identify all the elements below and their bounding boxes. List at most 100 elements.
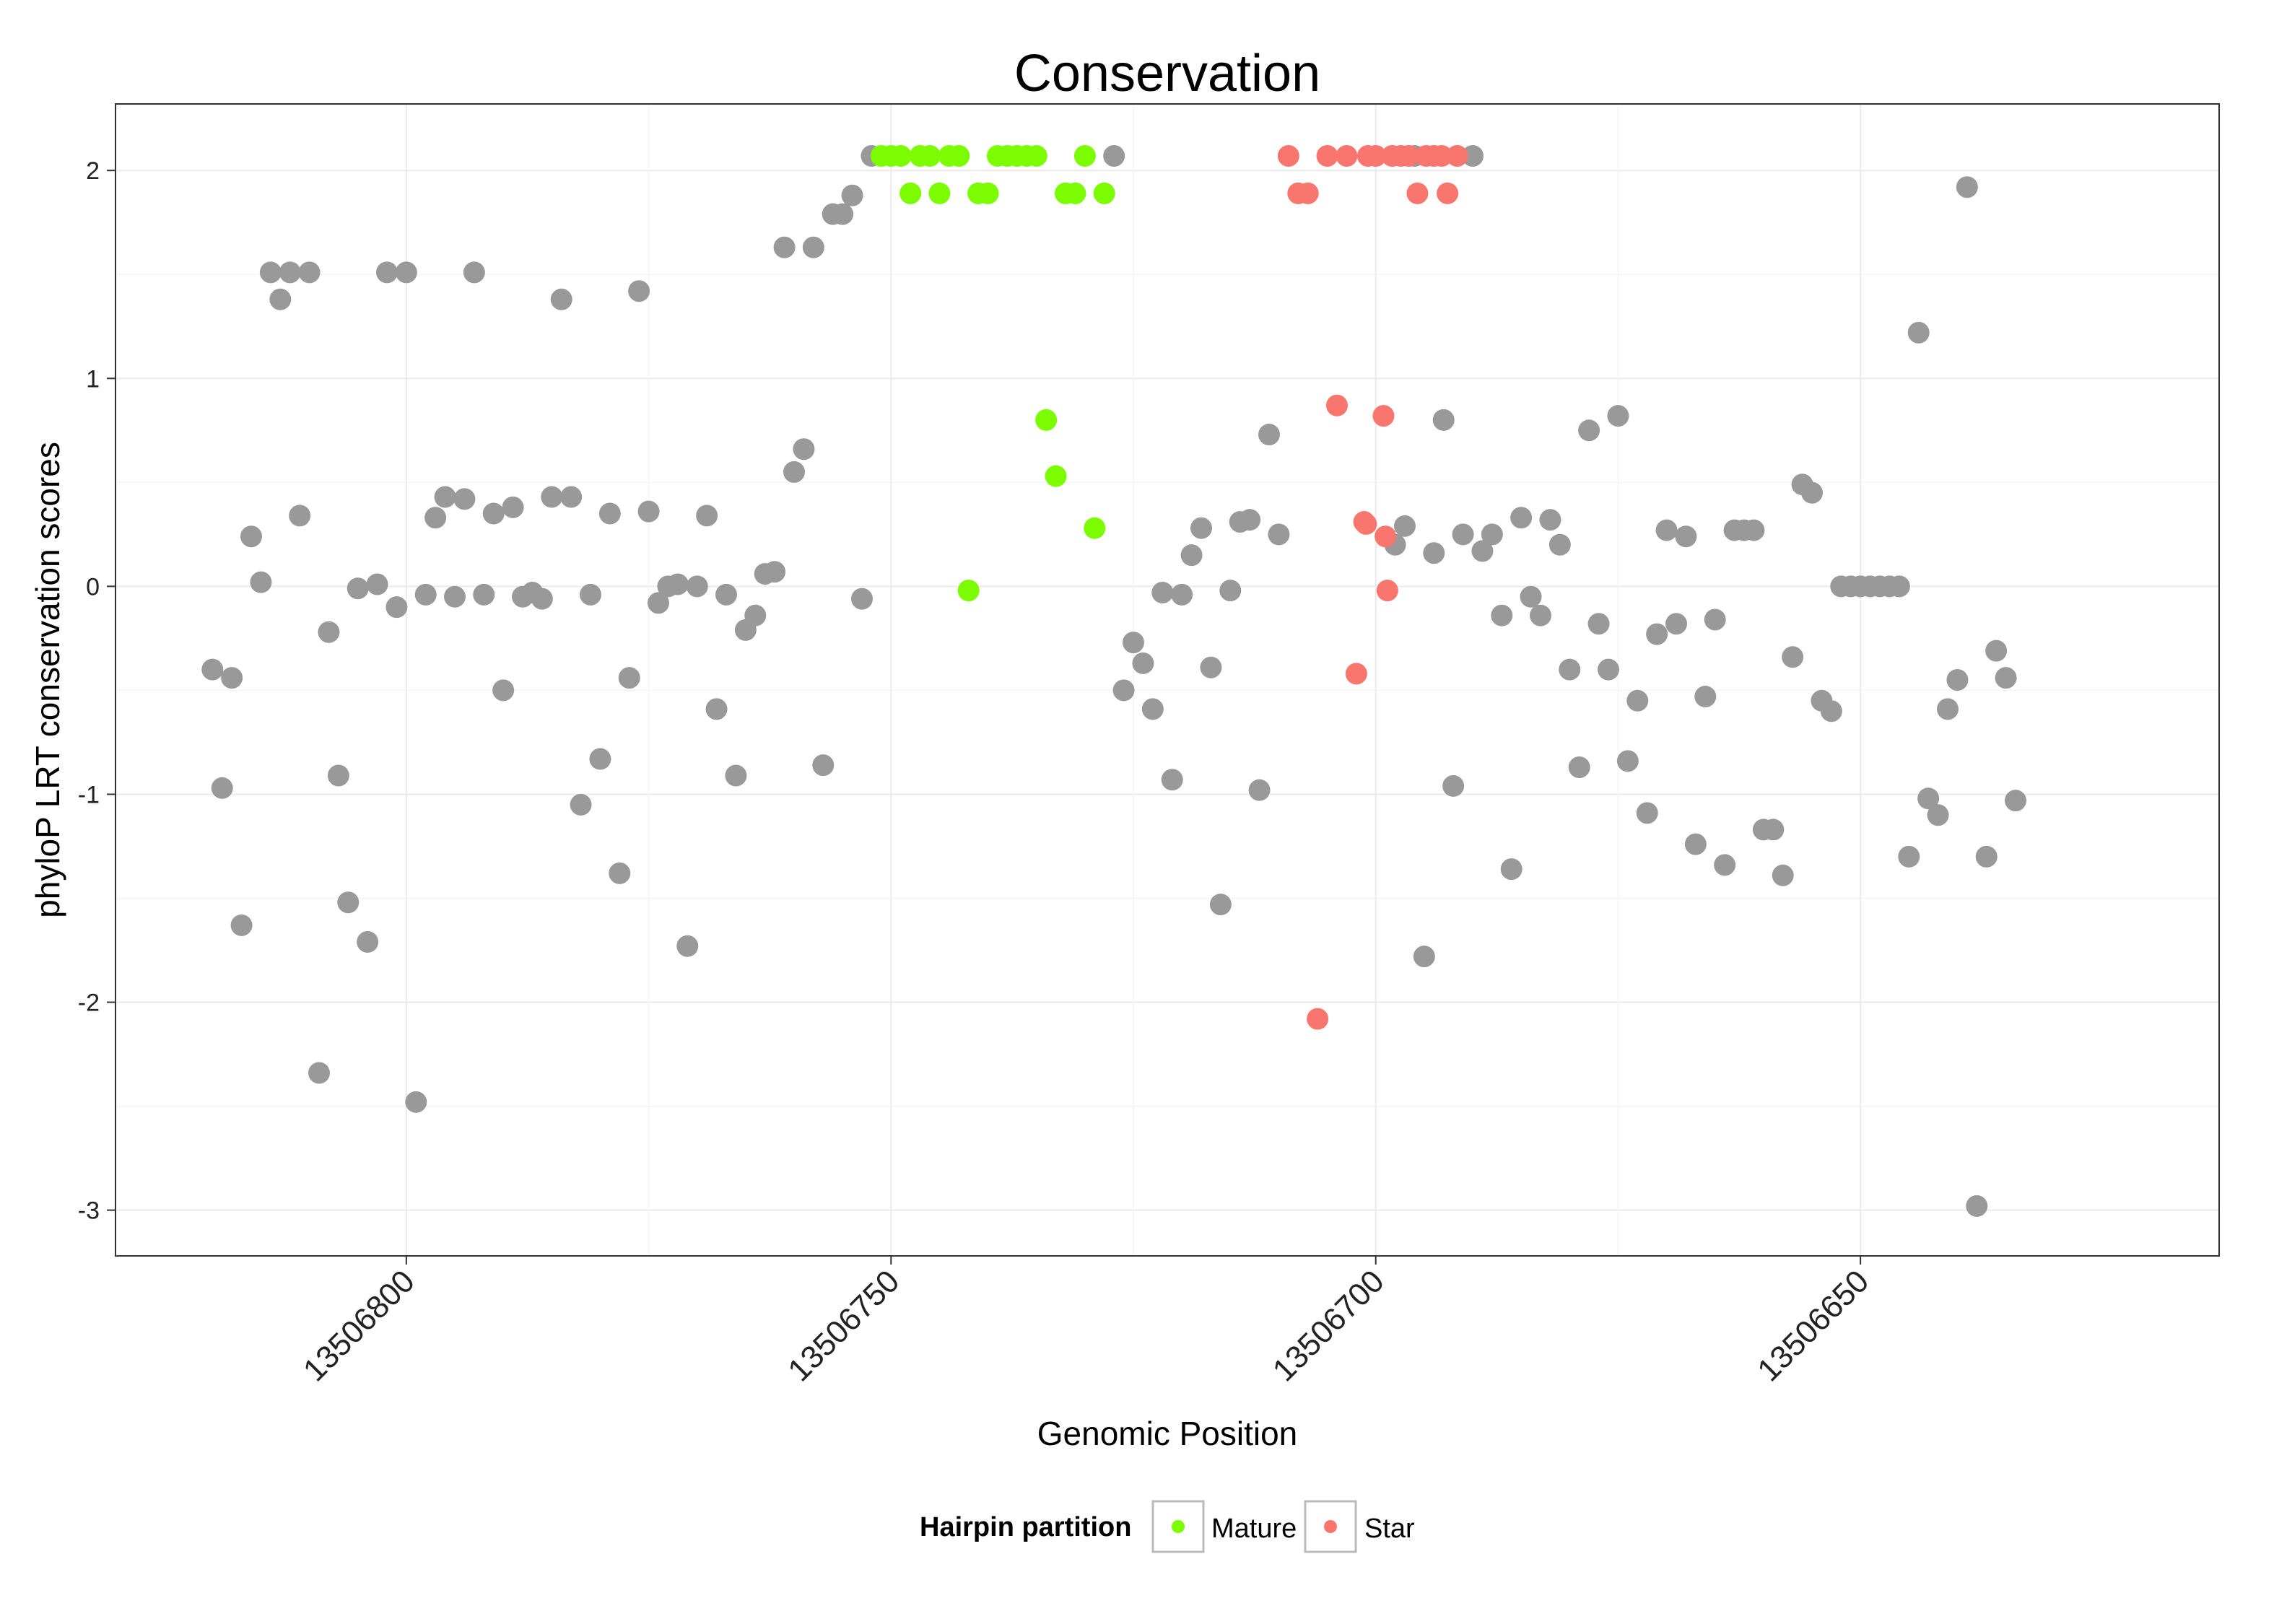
- chart-title: Conservation: [1014, 45, 1320, 102]
- point-other: [1432, 409, 1455, 431]
- y-tick-label: 1: [86, 365, 100, 393]
- legend-title: Hairpin partition: [920, 1512, 1131, 1542]
- point-other: [424, 507, 447, 529]
- point-other: [1103, 145, 1125, 167]
- plot-panel: [115, 103, 2220, 1257]
- point-other: [1190, 517, 1212, 539]
- point-star: [1398, 145, 1420, 167]
- point-other: [385, 596, 408, 619]
- point-mature: [928, 182, 951, 204]
- point-star: [1431, 145, 1453, 167]
- y-axis: 2 1 0 -1 -2 -3: [78, 157, 116, 1225]
- point-other: [298, 261, 321, 284]
- point-other: [1161, 769, 1183, 791]
- point-other: [269, 288, 292, 310]
- point-other: [1559, 658, 1581, 681]
- point-other: [560, 486, 583, 508]
- point-star: [1375, 525, 1397, 548]
- point-star: [1437, 182, 1459, 204]
- point-other: [327, 764, 349, 787]
- point-mature: [948, 145, 970, 167]
- point-other: [405, 1091, 427, 1113]
- legend: Hairpin partition Mature Star: [920, 1500, 1415, 1553]
- point-other: [1112, 679, 1135, 702]
- point-other: [1462, 145, 1484, 167]
- point-other: [1772, 864, 1794, 886]
- point-other: [1743, 519, 1765, 541]
- point-other: [1548, 533, 1571, 556]
- point-other: [1442, 774, 1465, 797]
- point-other: [1616, 750, 1639, 772]
- point-other: [1655, 519, 1678, 541]
- point-other: [337, 891, 360, 914]
- legend-label-star: Star: [1364, 1514, 1415, 1544]
- point-other: [1762, 818, 1785, 841]
- point-other: [1675, 525, 1697, 548]
- point-other: [1123, 632, 1144, 654]
- point-mature: [1025, 145, 1047, 167]
- point-other: [1646, 623, 1668, 645]
- point-other: [1684, 833, 1707, 855]
- point-other: [851, 588, 873, 610]
- point-other: [502, 496, 524, 518]
- point-other: [201, 658, 224, 681]
- point-other: [444, 585, 466, 608]
- point-mature: [1064, 182, 1086, 204]
- point-other: [395, 261, 417, 284]
- point-other: [1180, 544, 1203, 567]
- point-other: [259, 261, 282, 284]
- point-other: [1636, 802, 1658, 824]
- point-star: [1336, 145, 1358, 167]
- point-other: [1607, 405, 1629, 427]
- point-other: [1985, 639, 2008, 662]
- point-star: [1376, 580, 1398, 602]
- point-mature: [1084, 517, 1106, 539]
- point-other: [666, 573, 689, 595]
- point-star: [1372, 405, 1395, 427]
- point-star: [1277, 145, 1299, 167]
- point-other: [1956, 176, 1978, 198]
- point-other: [1539, 509, 1561, 531]
- point-other: [482, 502, 505, 525]
- point-other: [793, 438, 815, 460]
- point-other: [492, 679, 515, 702]
- point-other: [1268, 523, 1290, 546]
- y-tick-label: -1: [78, 781, 100, 808]
- point-star: [1356, 145, 1379, 167]
- point-other: [541, 486, 563, 508]
- point-other: [1927, 804, 1949, 826]
- point-other: [783, 460, 805, 483]
- y-tick-label: 2: [86, 157, 100, 185]
- point-other: [414, 583, 437, 606]
- point-other: [1898, 845, 1920, 868]
- point-other: [240, 525, 262, 548]
- legend-dot-star: [1324, 1520, 1337, 1533]
- point-other: [1946, 669, 1969, 691]
- point-other: [1171, 583, 1193, 606]
- point-other: [1917, 787, 1940, 810]
- point-other: [637, 500, 660, 523]
- point-other: [1714, 854, 1736, 876]
- point-other: [598, 502, 621, 525]
- point-other: [1141, 698, 1164, 720]
- point-other: [318, 621, 340, 643]
- point-other: [1907, 321, 1930, 344]
- point-other: [289, 505, 311, 527]
- point-star: [1326, 394, 1348, 416]
- y-tick-label: -2: [78, 990, 100, 1017]
- point-other: [250, 571, 272, 593]
- point-other: [1820, 700, 1842, 722]
- point-other: [773, 236, 796, 258]
- point-other: [1258, 424, 1280, 446]
- point-mature: [1073, 145, 1096, 167]
- point-other: [1452, 523, 1474, 546]
- point-star: [1406, 182, 1429, 204]
- point-other: [832, 203, 854, 225]
- point-other: [1568, 756, 1590, 778]
- point-other: [1975, 845, 1998, 868]
- point-other: [1151, 582, 1174, 604]
- point-star: [1345, 663, 1367, 685]
- point-other: [648, 592, 669, 614]
- point-other: [1394, 515, 1416, 537]
